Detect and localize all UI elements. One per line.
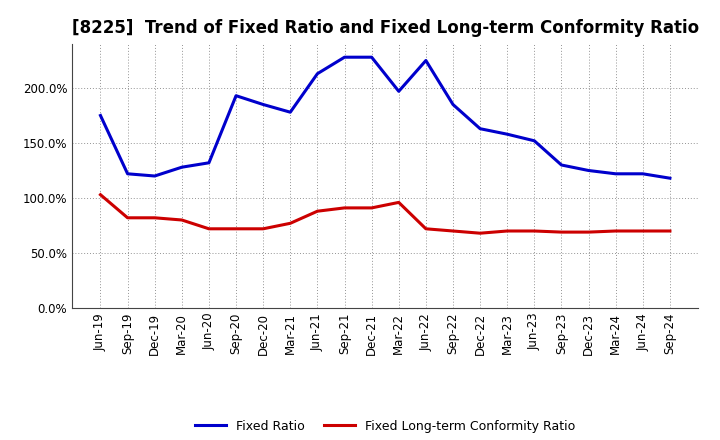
Fixed Ratio (123, 171, 132, 176)
Line: Fixed Long-term Conformity Ratio: Fixed Long-term Conformity Ratio (101, 194, 670, 233)
Fixed Long-term Conformity Ratio (530, 228, 539, 234)
Fixed Ratio (341, 55, 349, 60)
Fixed Ratio (395, 88, 403, 94)
Fixed Ratio (313, 71, 322, 76)
Fixed Long-term Conformity Ratio (259, 226, 268, 231)
Fixed Ratio (96, 113, 105, 118)
Fixed Ratio (611, 171, 620, 176)
Fixed Ratio (367, 55, 376, 60)
Fixed Ratio (449, 102, 457, 107)
Fixed Long-term Conformity Ratio (96, 192, 105, 197)
Fixed Ratio (476, 126, 485, 131)
Fixed Long-term Conformity Ratio (150, 215, 159, 220)
Fixed Long-term Conformity Ratio (232, 226, 240, 231)
Fixed Ratio (503, 132, 511, 137)
Fixed Long-term Conformity Ratio (449, 228, 457, 234)
Fixed Long-term Conformity Ratio (123, 215, 132, 220)
Fixed Long-term Conformity Ratio (639, 228, 647, 234)
Title: [8225]  Trend of Fixed Ratio and Fixed Long-term Conformity Ratio: [8225] Trend of Fixed Ratio and Fixed Lo… (71, 19, 699, 37)
Fixed Long-term Conformity Ratio (665, 228, 674, 234)
Fixed Ratio (259, 102, 268, 107)
Fixed Ratio (584, 168, 593, 173)
Fixed Long-term Conformity Ratio (204, 226, 213, 231)
Fixed Ratio (530, 138, 539, 143)
Fixed Ratio (232, 93, 240, 98)
Fixed Long-term Conformity Ratio (367, 205, 376, 210)
Fixed Ratio (178, 165, 186, 170)
Fixed Long-term Conformity Ratio (611, 228, 620, 234)
Fixed Long-term Conformity Ratio (313, 209, 322, 214)
Fixed Long-term Conformity Ratio (395, 200, 403, 205)
Fixed Ratio (204, 160, 213, 165)
Fixed Long-term Conformity Ratio (584, 230, 593, 235)
Fixed Long-term Conformity Ratio (503, 228, 511, 234)
Fixed Long-term Conformity Ratio (341, 205, 349, 210)
Line: Fixed Ratio: Fixed Ratio (101, 57, 670, 178)
Fixed Long-term Conformity Ratio (286, 221, 294, 226)
Fixed Ratio (286, 110, 294, 115)
Fixed Long-term Conformity Ratio (557, 230, 566, 235)
Fixed Ratio (639, 171, 647, 176)
Fixed Long-term Conformity Ratio (421, 226, 430, 231)
Fixed Ratio (557, 162, 566, 168)
Fixed Long-term Conformity Ratio (476, 231, 485, 236)
Legend: Fixed Ratio, Fixed Long-term Conformity Ratio: Fixed Ratio, Fixed Long-term Conformity … (190, 414, 580, 437)
Fixed Ratio (150, 173, 159, 179)
Fixed Ratio (665, 176, 674, 181)
Fixed Long-term Conformity Ratio (178, 217, 186, 223)
Fixed Ratio (421, 58, 430, 63)
